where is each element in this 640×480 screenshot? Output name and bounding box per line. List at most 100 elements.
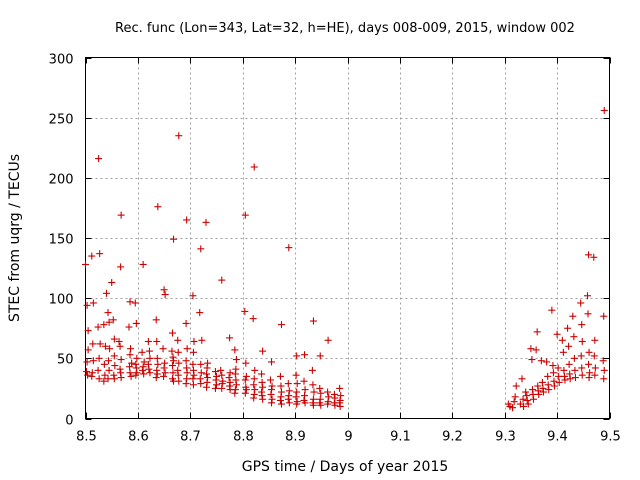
data-point	[590, 253, 598, 261]
data-point	[268, 399, 276, 407]
data-point	[250, 381, 258, 389]
y-axis-label: STEC from uqrg / TECUs	[7, 154, 23, 322]
data-point	[578, 371, 586, 379]
data-point	[126, 298, 134, 306]
x-tick-label: 8.6	[128, 430, 149, 445]
data-point	[145, 365, 153, 373]
data-point	[144, 337, 152, 345]
data-point	[539, 388, 547, 396]
data-point	[170, 357, 178, 365]
data-point	[600, 375, 608, 383]
data-point	[153, 337, 161, 345]
data-point	[331, 401, 339, 409]
data-point	[102, 289, 110, 297]
data-point	[519, 395, 527, 403]
data-point	[258, 370, 266, 378]
data-point	[128, 359, 136, 367]
data-point	[584, 310, 592, 318]
data-point	[189, 292, 197, 300]
data-point	[89, 340, 97, 348]
data-point	[218, 276, 226, 284]
data-point	[183, 216, 191, 224]
data-point	[175, 359, 183, 367]
data-point	[277, 400, 285, 408]
data-point	[232, 356, 240, 364]
x-tick-label: 8.8	[233, 430, 254, 445]
data-point	[532, 346, 540, 354]
data-point	[94, 323, 102, 331]
data-point	[522, 388, 530, 396]
data-point	[535, 390, 543, 398]
data-point	[316, 384, 324, 392]
data-point	[175, 377, 183, 385]
data-point	[95, 155, 103, 163]
y-tick-label: 300	[49, 53, 74, 68]
data-point	[284, 380, 292, 388]
data-point	[292, 371, 300, 379]
data-point	[198, 336, 206, 344]
data-point	[110, 375, 118, 383]
data-point	[117, 211, 125, 219]
data-point	[160, 364, 168, 372]
data-point	[301, 351, 309, 359]
data-point	[182, 380, 190, 388]
data-point	[250, 163, 258, 171]
data-point	[100, 377, 108, 385]
data-point	[105, 318, 113, 326]
data-point	[101, 342, 109, 350]
data-point	[591, 371, 599, 379]
data-point	[578, 364, 586, 372]
data-point	[600, 106, 608, 114]
data-point	[293, 352, 301, 360]
data-point	[110, 335, 118, 343]
data-point	[527, 345, 535, 353]
data-point	[116, 342, 124, 350]
data-point	[250, 394, 258, 402]
data-point	[161, 369, 169, 377]
data-point	[146, 354, 154, 362]
data-point	[105, 366, 113, 374]
data-point	[571, 366, 579, 374]
data-point	[175, 132, 183, 140]
data-point	[308, 366, 316, 374]
data-point	[268, 358, 276, 366]
data-point	[174, 348, 182, 356]
data-point	[241, 211, 249, 219]
data-point	[583, 292, 591, 300]
data-point	[203, 370, 211, 378]
data-point	[126, 369, 134, 377]
data-point	[160, 286, 168, 294]
data-point	[159, 345, 167, 353]
data-point	[231, 346, 239, 354]
data-point	[231, 389, 239, 397]
data-point	[218, 384, 226, 392]
data-point	[545, 386, 553, 394]
data-point	[293, 380, 301, 388]
data-point	[565, 342, 573, 350]
data-point	[84, 371, 92, 379]
data-point	[242, 372, 250, 380]
data-point	[544, 372, 552, 380]
data-point	[554, 364, 562, 372]
data-point	[565, 360, 573, 368]
data-point	[168, 329, 176, 337]
data-point	[95, 354, 103, 362]
x-tick-label: 8.7	[180, 430, 201, 445]
data-point	[259, 347, 267, 355]
data-point	[153, 354, 161, 362]
data-point	[213, 381, 220, 389]
data-point	[285, 399, 293, 407]
data-point	[202, 218, 210, 226]
data-point	[317, 401, 325, 409]
y-tick-label: 0	[65, 414, 73, 429]
data-point	[577, 352, 585, 360]
data-point	[89, 299, 97, 307]
data-point	[277, 321, 285, 329]
data-point	[140, 358, 148, 366]
data-point	[548, 306, 556, 314]
data-point	[152, 374, 160, 382]
data-point	[104, 375, 112, 383]
data-point	[83, 358, 91, 366]
data-point	[336, 384, 344, 392]
